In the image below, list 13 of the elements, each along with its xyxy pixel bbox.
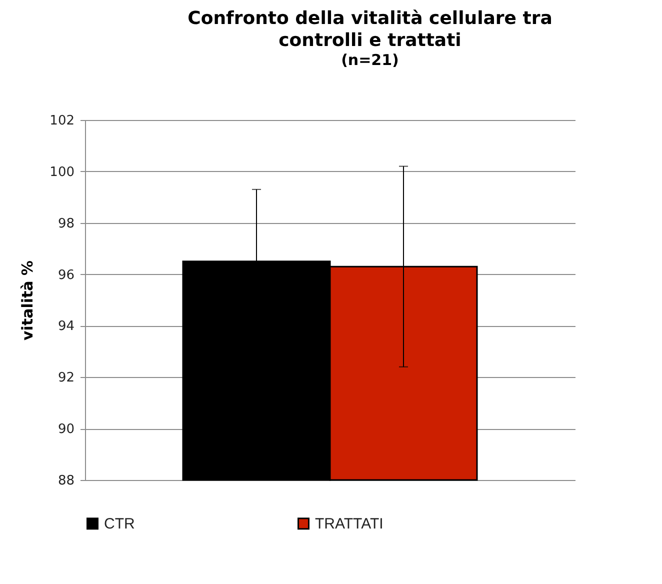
chart-subtitle: (n=21) — [341, 51, 399, 69]
y-tick-label: 90 — [58, 422, 74, 438]
legend-label: TRATTATI — [315, 516, 384, 533]
y-tick-label: 94 — [58, 319, 74, 334]
chart-title: Confronto della vitalità cellulare tra controlli e trattati — [188, 8, 552, 51]
y-tick-label: 100 — [50, 164, 74, 180]
y-tick-label: 92 — [58, 370, 74, 386]
y-axis-title: vitalità % — [18, 260, 37, 341]
legend-label: CTR — [104, 516, 135, 533]
y-tick-label: 96 — [58, 268, 74, 283]
y-tick-label: 102 — [50, 114, 74, 128]
y-tick-label: 88 — [58, 474, 74, 488]
y-tick-label: 98 — [58, 216, 74, 232]
